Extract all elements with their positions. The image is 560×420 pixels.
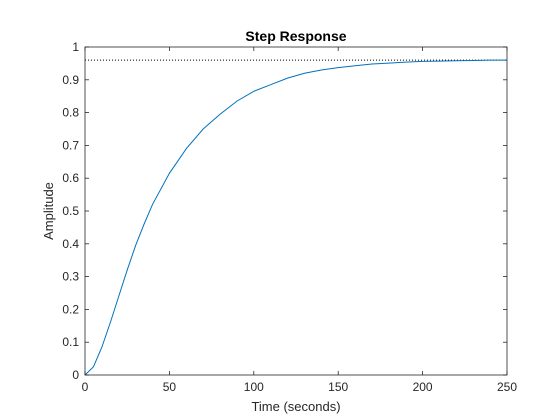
y-tick-label: 0.1 xyxy=(62,335,79,349)
x-tick-label: 250 xyxy=(497,380,517,394)
x-axis-label: Time (seconds) xyxy=(251,399,340,414)
y-tick-label: 0.7 xyxy=(62,138,79,152)
y-tick-label: 0.4 xyxy=(62,237,79,251)
y-tick-label: 0 xyxy=(72,368,79,382)
y-tick-label: 1 xyxy=(72,40,79,54)
y-tick-label: 0.5 xyxy=(62,204,79,218)
chart-ticks: 0 50 100 150 200 250 0 0.1 0.2 0.3 0.4 0.5 0.6 0.7 0.8… xyxy=(62,40,517,394)
y-axis-label: Amplitude xyxy=(41,182,56,240)
y-tick-label: 0.9 xyxy=(62,73,79,87)
x-tick-label: 50 xyxy=(163,380,177,394)
x-tick-label: 150 xyxy=(328,380,348,394)
y-tick-label: 0.6 xyxy=(62,171,79,185)
y-tick-label: 0.3 xyxy=(62,270,79,284)
x-tick-label: 200 xyxy=(413,380,433,394)
chart-marks xyxy=(84,59,507,376)
plot-area xyxy=(85,47,507,375)
y-tick-label: 0.8 xyxy=(62,106,79,120)
x-tick-label: 100 xyxy=(244,380,264,394)
y-tick-label: 0.2 xyxy=(62,302,79,316)
x-tick-label: 0 xyxy=(82,380,89,394)
chart-title: Step Response xyxy=(245,28,346,44)
series-line xyxy=(84,59,507,376)
